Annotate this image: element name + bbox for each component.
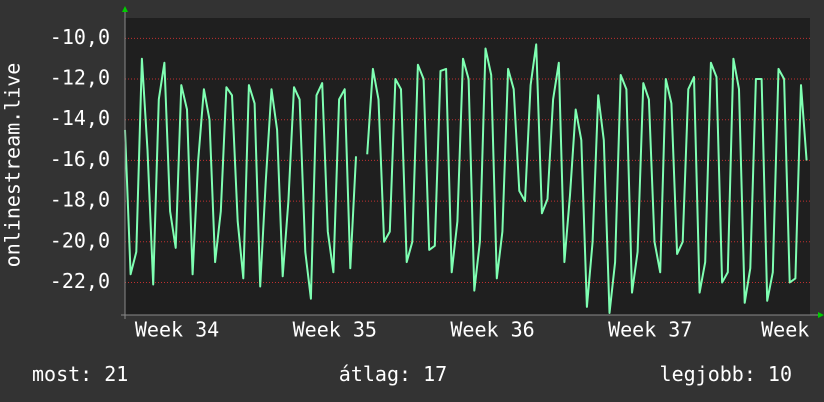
x-tick-label: Week 36 — [450, 318, 534, 342]
x-tick-label: Week — [761, 318, 809, 342]
y-tick-label: -20,0 — [50, 228, 110, 252]
stat-value: 21 — [104, 362, 128, 386]
y-tick-label: -12,0 — [50, 66, 110, 90]
y-tick-label: -22,0 — [50, 269, 110, 293]
y-tick-label: -16,0 — [50, 147, 110, 171]
x-tick-label: Week 37 — [608, 318, 692, 342]
stat-value: 10 — [768, 362, 792, 386]
y-tick-label: -14,0 — [50, 106, 110, 130]
x-axis-arrow — [818, 312, 824, 318]
stat-current: most: 21 — [32, 362, 128, 386]
stat-value: 17 — [423, 362, 447, 386]
x-tick-label: Week 34 — [135, 318, 219, 342]
stat-label: átlag: — [339, 362, 411, 386]
stat-average: átlag: 17 — [339, 362, 447, 386]
stat-label: legjobb: — [660, 362, 756, 386]
x-tick-label: Week 35 — [293, 318, 377, 342]
y-axis-arrow — [122, 6, 128, 12]
stat-best: legjobb: 10 — [660, 362, 792, 386]
y-tick-label: -10,0 — [50, 25, 110, 49]
data-line — [124, 43, 808, 314]
y-tick-label: -18,0 — [50, 188, 110, 212]
y-axis-label: onlinestream.live — [1, 63, 25, 268]
stat-label: most: — [32, 362, 92, 386]
